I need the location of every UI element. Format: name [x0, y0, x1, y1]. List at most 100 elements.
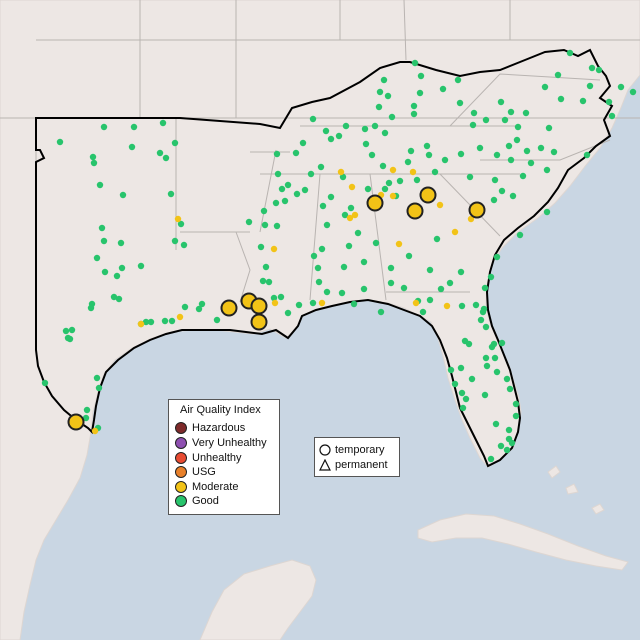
good-site-marker[interactable]	[90, 159, 98, 167]
moderate-site-marker[interactable]	[389, 166, 397, 174]
good-site-marker[interactable]	[335, 132, 343, 140]
good-site-marker[interactable]	[110, 293, 118, 301]
good-site-marker[interactable]	[327, 193, 335, 201]
moderate-site-marker[interactable]	[443, 302, 451, 310]
good-site-marker[interactable]	[483, 362, 491, 370]
good-site-marker[interactable]	[281, 197, 289, 205]
good-site-marker[interactable]	[457, 150, 465, 158]
good-site-marker[interactable]	[381, 129, 389, 137]
good-site-marker[interactable]	[419, 308, 427, 316]
moderate-site-marker[interactable]	[351, 211, 359, 219]
good-site-marker[interactable]	[270, 294, 278, 302]
good-site-marker[interactable]	[608, 112, 616, 120]
good-site-marker[interactable]	[413, 176, 421, 184]
good-site-marker[interactable]	[541, 83, 549, 91]
moderate-site-marker[interactable]	[395, 240, 403, 248]
good-site-marker[interactable]	[167, 190, 175, 198]
moderate-site-marker[interactable]	[174, 215, 182, 223]
good-site-marker[interactable]	[360, 285, 368, 293]
good-site-marker[interactable]	[381, 185, 389, 193]
moderate-site-marker[interactable]	[176, 313, 184, 321]
good-site-marker[interactable]	[245, 218, 253, 226]
good-site-marker[interactable]	[323, 221, 331, 229]
good-site-marker[interactable]	[456, 99, 464, 107]
moderate-temporary-site-marker[interactable]	[220, 299, 238, 317]
good-site-marker[interactable]	[507, 156, 515, 164]
good-site-marker[interactable]	[405, 252, 413, 260]
good-site-marker[interactable]	[265, 278, 273, 286]
good-site-marker[interactable]	[426, 266, 434, 274]
good-site-marker[interactable]	[89, 153, 97, 161]
good-site-marker[interactable]	[380, 76, 388, 84]
good-site-marker[interactable]	[523, 147, 531, 155]
good-site-marker[interactable]	[487, 273, 495, 281]
good-site-marker[interactable]	[410, 110, 418, 118]
good-site-marker[interactable]	[156, 149, 164, 157]
good-site-marker[interactable]	[446, 279, 454, 287]
good-site-marker[interactable]	[368, 151, 376, 159]
good-site-marker[interactable]	[477, 316, 485, 324]
good-site-marker[interactable]	[493, 253, 501, 261]
good-site-marker[interactable]	[277, 293, 285, 301]
good-site-marker[interactable]	[426, 296, 434, 304]
good-site-marker[interactable]	[488, 343, 496, 351]
good-site-marker[interactable]	[411, 59, 419, 67]
good-site-marker[interactable]	[493, 368, 501, 376]
good-site-marker[interactable]	[505, 426, 513, 434]
good-site-marker[interactable]	[347, 204, 355, 212]
good-site-marker[interactable]	[554, 71, 562, 79]
good-site-marker[interactable]	[273, 222, 281, 230]
good-site-marker[interactable]	[130, 123, 138, 131]
good-site-marker[interactable]	[404, 158, 412, 166]
good-site-marker[interactable]	[514, 123, 522, 131]
good-site-marker[interactable]	[433, 235, 441, 243]
good-site-marker[interactable]	[512, 400, 520, 408]
good-site-marker[interactable]	[550, 148, 558, 156]
good-site-marker[interactable]	[423, 142, 431, 150]
good-site-marker[interactable]	[583, 151, 591, 159]
good-site-marker[interactable]	[257, 243, 265, 251]
good-site-marker[interactable]	[537, 144, 545, 152]
good-site-marker[interactable]	[466, 173, 474, 181]
good-site-marker[interactable]	[317, 163, 325, 171]
good-site-marker[interactable]	[457, 364, 465, 372]
good-site-marker[interactable]	[566, 49, 574, 57]
good-site-marker[interactable]	[469, 121, 477, 129]
good-site-marker[interactable]	[512, 412, 520, 420]
good-site-marker[interactable]	[400, 284, 408, 292]
moderate-temporary-site-marker[interactable]	[419, 186, 437, 204]
good-site-marker[interactable]	[100, 237, 108, 245]
good-site-marker[interactable]	[137, 262, 145, 270]
good-site-marker[interactable]	[388, 113, 396, 121]
good-site-marker[interactable]	[142, 318, 150, 326]
good-site-marker[interactable]	[295, 301, 303, 309]
moderate-site-marker[interactable]	[389, 192, 397, 200]
good-site-marker[interactable]	[119, 191, 127, 199]
good-site-marker[interactable]	[617, 83, 625, 91]
good-site-marker[interactable]	[410, 102, 418, 110]
good-site-marker[interactable]	[545, 124, 553, 132]
moderate-temporary-site-marker[interactable]	[250, 297, 268, 315]
good-site-marker[interactable]	[177, 220, 185, 228]
good-site-marker[interactable]	[441, 156, 449, 164]
good-site-marker[interactable]	[396, 177, 404, 185]
good-site-marker[interactable]	[361, 125, 369, 133]
good-site-marker[interactable]	[451, 380, 459, 388]
good-site-marker[interactable]	[273, 150, 281, 158]
good-site-marker[interactable]	[371, 122, 379, 130]
good-site-marker[interactable]	[118, 264, 126, 272]
moderate-site-marker[interactable]	[337, 168, 345, 176]
moderate-site-marker[interactable]	[409, 168, 417, 176]
good-site-marker[interactable]	[315, 278, 323, 286]
good-site-marker[interactable]	[278, 185, 286, 193]
good-site-marker[interactable]	[468, 375, 476, 383]
good-site-marker[interactable]	[493, 151, 501, 159]
good-site-marker[interactable]	[509, 192, 517, 200]
good-site-marker[interactable]	[465, 340, 473, 348]
good-site-marker[interactable]	[284, 181, 292, 189]
good-site-marker[interactable]	[41, 379, 49, 387]
good-site-marker[interactable]	[503, 375, 511, 383]
moderate-site-marker[interactable]	[436, 201, 444, 209]
good-site-marker[interactable]	[387, 264, 395, 272]
moderate-temporary-site-marker[interactable]	[67, 413, 85, 431]
